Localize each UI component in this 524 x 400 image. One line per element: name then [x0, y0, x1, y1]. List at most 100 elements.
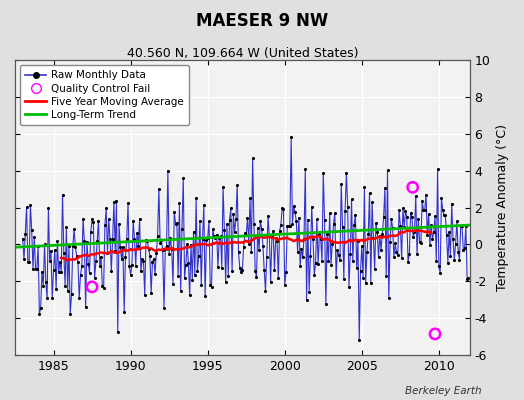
Point	[264, 213, 272, 219]
Point	[130, 236, 139, 242]
Point	[34, 243, 42, 250]
Point	[133, 230, 141, 236]
Point	[233, 182, 242, 188]
Point	[254, 225, 262, 232]
Point	[226, 205, 235, 212]
Point	[297, 246, 305, 252]
Point	[416, 239, 424, 245]
Point	[268, 234, 276, 241]
Point	[174, 273, 182, 279]
Point	[436, 270, 444, 276]
Point	[191, 272, 199, 278]
Point	[106, 236, 114, 242]
Point	[214, 264, 222, 270]
Point	[163, 168, 172, 174]
Point	[193, 268, 202, 274]
Point	[114, 329, 122, 336]
Point	[364, 231, 373, 237]
Point	[18, 236, 27, 242]
Point	[308, 204, 316, 210]
Point	[88, 216, 96, 222]
Point	[341, 207, 350, 214]
Point	[212, 232, 221, 238]
Point	[224, 272, 233, 279]
Point	[84, 260, 92, 267]
Point	[72, 253, 81, 259]
Point	[447, 200, 456, 207]
Point	[394, 252, 402, 258]
Point	[62, 224, 71, 230]
Point	[91, 274, 99, 281]
Point	[395, 207, 403, 213]
Point	[402, 214, 411, 220]
Point	[171, 221, 180, 227]
Point	[39, 282, 48, 289]
Point	[271, 235, 280, 241]
Point	[184, 260, 193, 266]
Point	[210, 233, 219, 240]
Point	[285, 223, 293, 229]
Point	[56, 259, 64, 265]
Point	[116, 244, 125, 250]
Point	[367, 280, 375, 286]
Point	[280, 282, 289, 289]
Point	[299, 254, 307, 260]
Point	[57, 269, 66, 275]
Point	[315, 231, 324, 237]
Point	[339, 224, 347, 230]
Point	[310, 272, 319, 278]
Point	[147, 290, 155, 296]
Point	[411, 193, 420, 199]
Point	[337, 181, 345, 187]
Point	[123, 236, 131, 242]
Point	[422, 191, 430, 198]
Point	[382, 273, 390, 280]
Point	[216, 233, 225, 239]
Point	[86, 229, 95, 236]
Point	[81, 304, 90, 310]
Point	[152, 250, 160, 257]
Point	[236, 265, 244, 271]
Point	[217, 264, 226, 271]
Point	[232, 216, 240, 222]
Point	[126, 272, 135, 278]
Point	[384, 167, 392, 174]
Point	[225, 217, 234, 224]
Point	[350, 222, 358, 228]
Point	[215, 235, 223, 241]
Point	[331, 210, 339, 216]
Point	[423, 232, 431, 238]
Point	[433, 166, 442, 172]
Point	[187, 241, 195, 248]
Point	[149, 256, 158, 262]
Point	[185, 292, 194, 299]
Point	[180, 275, 189, 281]
Point	[37, 305, 45, 311]
Point	[206, 282, 214, 288]
Point	[322, 300, 330, 307]
Point	[208, 284, 216, 290]
Point	[128, 262, 136, 268]
Point	[388, 225, 397, 232]
Point	[374, 253, 383, 260]
Point	[387, 216, 396, 222]
Point	[177, 288, 185, 294]
Point	[407, 210, 415, 216]
Point	[201, 293, 209, 300]
Point	[79, 216, 88, 222]
Point	[324, 258, 333, 264]
Point	[155, 186, 163, 192]
Point	[446, 252, 455, 259]
Point	[223, 221, 231, 228]
Point	[355, 337, 364, 344]
Point	[273, 238, 281, 244]
Point	[276, 228, 284, 234]
Point	[178, 226, 186, 232]
Point	[397, 255, 406, 262]
Point	[231, 228, 239, 235]
Point	[435, 263, 443, 270]
Point	[392, 249, 401, 256]
Point	[257, 225, 266, 232]
Point	[220, 227, 228, 234]
Point	[319, 170, 328, 176]
